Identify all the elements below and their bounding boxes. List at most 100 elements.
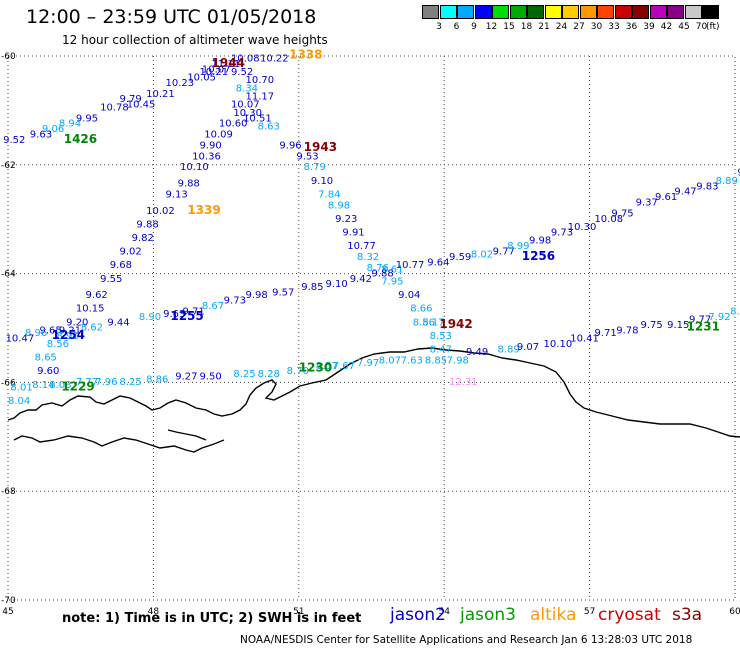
wave-height-value: 9.68 bbox=[110, 260, 132, 271]
wave-height-value: 8.07 bbox=[379, 355, 401, 366]
wave-height-value: 9.10 bbox=[325, 279, 347, 290]
wave-height-value: 9.06 bbox=[42, 124, 64, 135]
wave-height-value: 10.10 bbox=[544, 339, 573, 350]
wave-height-value: 7.77 bbox=[76, 377, 98, 388]
wave-height-value: 9.13 bbox=[166, 189, 188, 200]
pass-time-label: 1254 bbox=[52, 328, 85, 342]
antarctic-coastline bbox=[7, 347, 740, 438]
wave-height-value: 8.14 bbox=[32, 380, 54, 391]
wave-height-value: 8.85 bbox=[425, 355, 447, 366]
legend-jason2: jason2 bbox=[390, 605, 446, 625]
pass-time-labels: 1338 1944 1943 1426 1339 1256 1942 1255 1254 1231… bbox=[52, 48, 720, 394]
scale-unit: (ft) bbox=[706, 22, 720, 32]
wave-height-value: 9.71 bbox=[182, 306, 204, 317]
wave-height-value: 9.77 bbox=[689, 315, 711, 326]
wave-height-value: 10.10 bbox=[180, 162, 209, 173]
wave-height-value: 9.44 bbox=[107, 317, 129, 328]
coastline-island bbox=[13, 435, 225, 453]
wave-height-value: 9.75 bbox=[611, 208, 633, 219]
wave-height-value: 9.21 bbox=[59, 325, 81, 336]
wave-height-value: 9.90 bbox=[199, 140, 221, 151]
scale-swatch bbox=[702, 5, 719, 19]
scale-swatch bbox=[597, 5, 614, 19]
wave-height-value: 9.59 bbox=[449, 252, 471, 263]
wave-height-value: 9.7 bbox=[737, 168, 740, 179]
wave-height-value: 10.21 bbox=[146, 89, 175, 100]
wave-height-value: 8.96 bbox=[25, 328, 47, 339]
scale-label: 18 bbox=[520, 22, 533, 32]
scale-swatch bbox=[562, 5, 579, 19]
wave-height-value: 9.73 bbox=[224, 296, 246, 307]
wave-height-value: 8.66 bbox=[410, 304, 432, 315]
wave-height-value: 9.95 bbox=[76, 113, 98, 124]
wave-height-value: 8.01 bbox=[10, 383, 32, 394]
wave-height-value: 9.98 bbox=[529, 236, 551, 247]
pass-time-label: 1256 bbox=[522, 249, 555, 263]
lon-tick-label: 51 bbox=[293, 607, 304, 617]
wave-height-value: 9.91 bbox=[342, 228, 364, 239]
wave-height-value: 7.84 bbox=[318, 189, 340, 200]
lon-tick-label: 45 bbox=[2, 607, 13, 617]
wave-height-value: 9.88 bbox=[372, 268, 394, 279]
wave-height-value: 9.15 bbox=[667, 320, 689, 331]
wave-height-value: 9.77 bbox=[493, 247, 515, 258]
wave-height-value: 9.88 bbox=[178, 179, 200, 190]
wave-height-value: 8.62 bbox=[81, 323, 103, 334]
scale-swatch bbox=[492, 5, 509, 19]
wave-height-value: 10.08 bbox=[594, 214, 623, 225]
wave-height-value: 10.07 bbox=[202, 64, 231, 75]
legend-cryosat: cryosat bbox=[598, 605, 661, 625]
wave-height-value: 9.10 bbox=[311, 176, 333, 187]
wave-height-value: 9.63 bbox=[30, 130, 52, 141]
wave-height-value: 10.30 bbox=[233, 108, 262, 119]
lon-tick-label: 57 bbox=[584, 607, 595, 617]
wave-height-value: 8.17 bbox=[422, 317, 444, 328]
wave-height-value: 9.61 bbox=[655, 192, 677, 203]
wave-height-value: 9.88 bbox=[136, 219, 158, 230]
lon-tick-label: 48 bbox=[148, 607, 160, 617]
scale-label: 15 bbox=[503, 22, 515, 32]
lat-tick-label: -62 bbox=[1, 161, 16, 171]
wave-height-value: 9.79 bbox=[119, 94, 141, 105]
wave-height-value: 9.42 bbox=[350, 274, 372, 285]
wave-height-value: 9.04 bbox=[398, 290, 420, 301]
wave-height-value: 8.91 bbox=[56, 331, 78, 342]
lat-tick-label: -70 bbox=[1, 596, 16, 606]
wave-height-value: 8.76 bbox=[367, 263, 389, 274]
wave-height-value: 8.94 bbox=[59, 119, 81, 130]
map-subtitle: 12 hour collection of altimeter wave hei… bbox=[62, 33, 328, 47]
wave-height-value: 10.09 bbox=[204, 130, 233, 141]
wave-height-value: 10.36 bbox=[192, 151, 221, 162]
scale-swatch bbox=[509, 5, 527, 19]
wave-height-value: 10.70 bbox=[245, 75, 274, 86]
wave-height-value: 8.25 bbox=[233, 369, 255, 380]
map-title: 12:00 – 23:59 UTC 01/05/2018 bbox=[26, 6, 317, 28]
wave-height-value: 9.78 bbox=[616, 325, 638, 336]
pass-time-label: 1231 bbox=[687, 320, 720, 334]
wave-height-value: 9.65 bbox=[40, 325, 62, 336]
wave-height-value: 9.53 bbox=[296, 151, 318, 162]
wave-height-value: 10.23 bbox=[166, 78, 195, 89]
legend-s3a: s3a bbox=[672, 605, 703, 625]
wave-height-value: 9.02 bbox=[119, 247, 141, 258]
wave-height-value: 8.57 bbox=[316, 361, 338, 372]
wave-height-value: 9.47 bbox=[674, 187, 696, 198]
wave-height-value: 9.55 bbox=[100, 274, 122, 285]
scale-swatch bbox=[632, 5, 649, 19]
scale-swatch bbox=[649, 5, 667, 19]
wave-height-value: 10.02 bbox=[146, 206, 175, 217]
wave-height-value: 9.60 bbox=[37, 366, 59, 377]
wave-height-value: 11.11 bbox=[212, 59, 241, 70]
wave-height-value: 8.28 bbox=[258, 369, 280, 380]
wave-height-value: 9.52 bbox=[3, 135, 25, 146]
pass-time-label: 1339 bbox=[187, 203, 220, 217]
scale-swatch bbox=[457, 5, 474, 19]
wave-height-value: 10.47 bbox=[6, 334, 35, 345]
pass-time-label: 1943 bbox=[304, 140, 337, 154]
scale-label: 39 bbox=[643, 22, 655, 32]
wave-height-value: 8.32 bbox=[357, 252, 379, 263]
scale-swatch bbox=[422, 5, 439, 19]
scale-swatch bbox=[684, 5, 702, 19]
wave-height-value: 10.60 bbox=[219, 119, 248, 130]
scale-label: 27 bbox=[573, 22, 585, 32]
